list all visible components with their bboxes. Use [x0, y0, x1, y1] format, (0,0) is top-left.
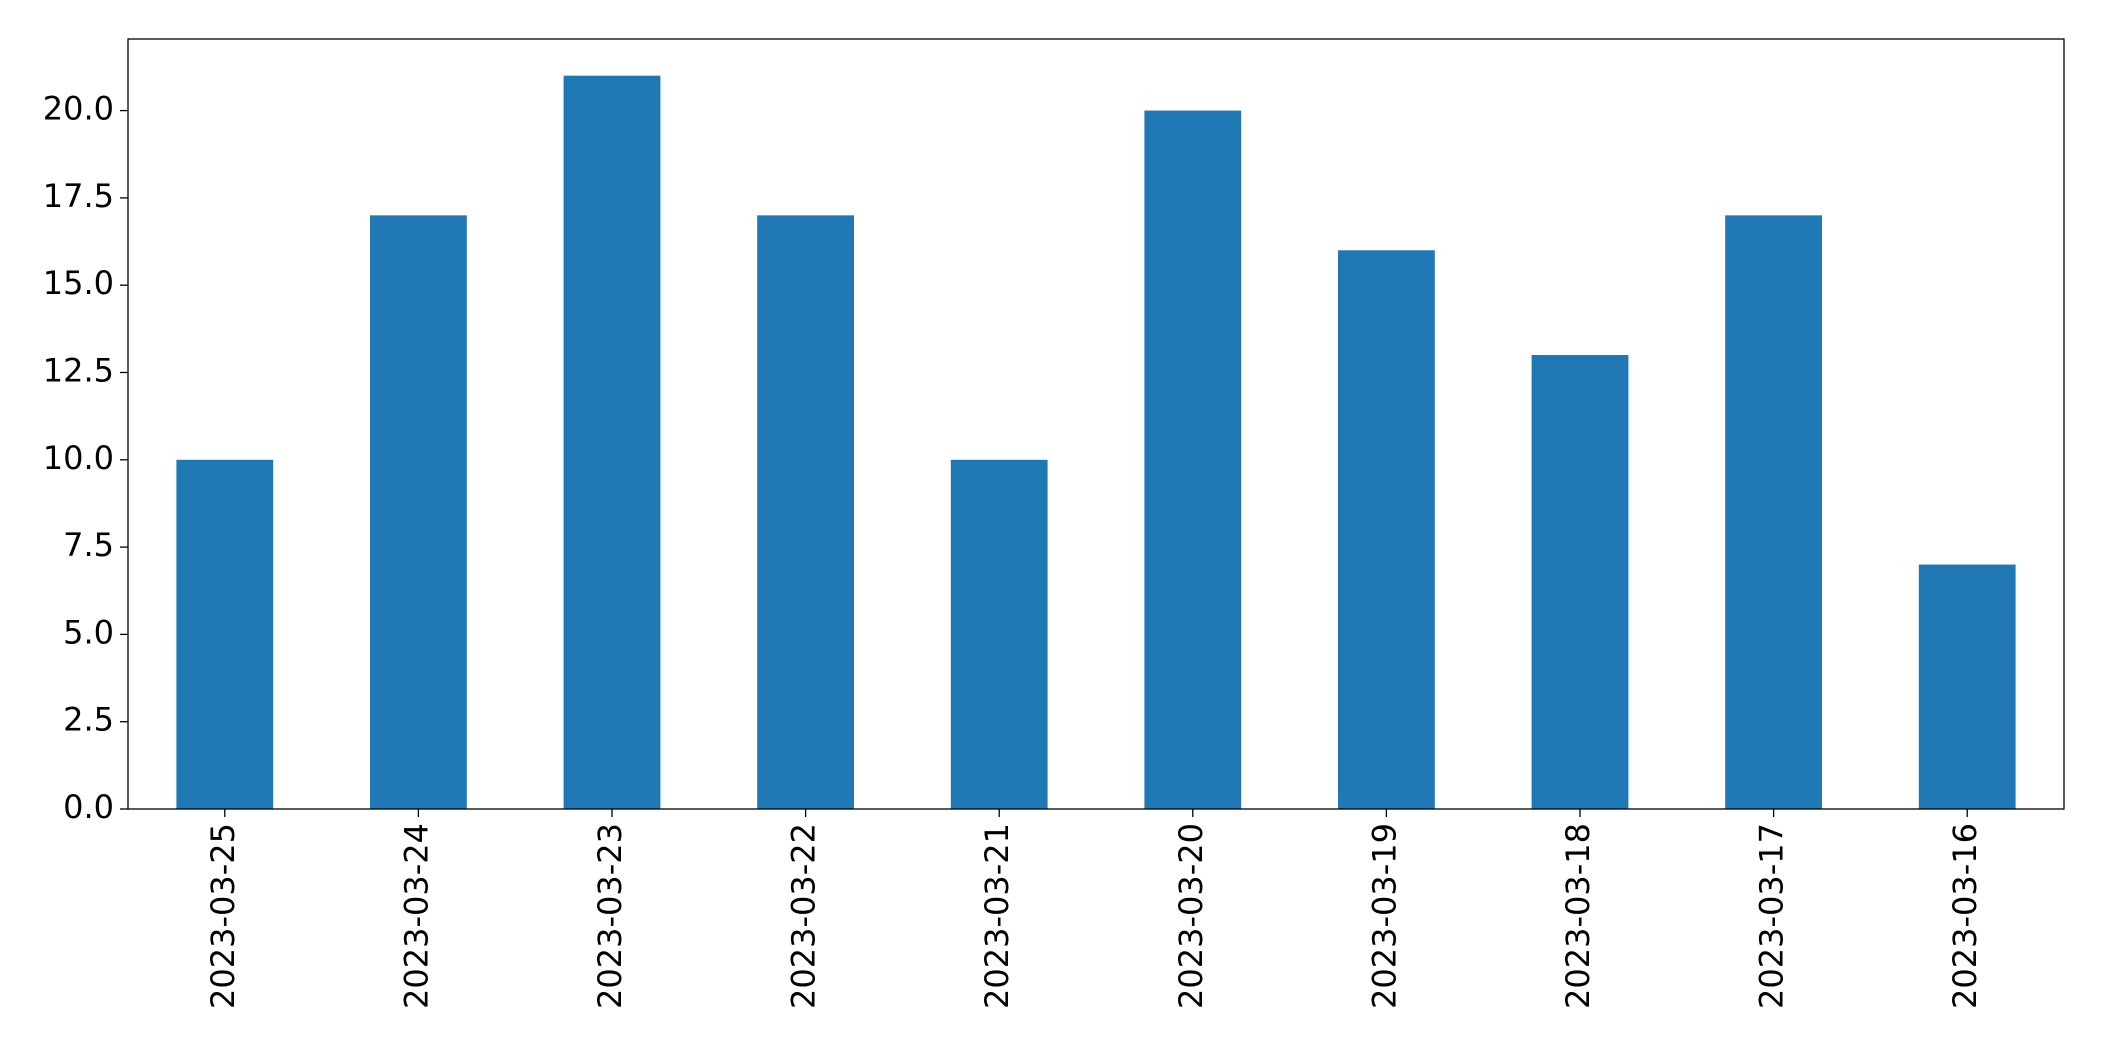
x-tick-label: 2023-03-23 — [591, 823, 629, 1009]
y-tick-label: 15.0 — [43, 264, 114, 302]
bar — [1725, 215, 1822, 809]
bar — [1144, 110, 1242, 810]
x-tick-label: 2023-03-25 — [204, 823, 242, 1009]
bar — [370, 215, 467, 809]
x-tick-label: 2023-03-16 — [1946, 823, 1984, 1009]
y-tick-label: 20.0 — [43, 90, 114, 128]
x-tick-label: 2023-03-18 — [1559, 823, 1597, 1009]
y-tick-label: 5.0 — [63, 613, 114, 651]
y-tick-label: 7.5 — [63, 526, 114, 564]
y-tick-label: 0.0 — [63, 788, 114, 826]
y-tick-label: 17.5 — [43, 177, 114, 215]
x-tick-label: 2023-03-24 — [397, 823, 435, 1009]
bar — [757, 215, 854, 809]
y-tick-label: 12.5 — [43, 351, 114, 389]
bar — [950, 459, 1048, 809]
bar — [563, 75, 661, 809]
bar — [1531, 355, 1629, 809]
bar — [176, 459, 274, 809]
plot-frame — [127, 38, 2065, 810]
bar — [1338, 250, 1435, 809]
bar — [1918, 564, 2016, 809]
x-tick-label: 2023-03-19 — [1365, 823, 1403, 1009]
x-tick-label: 2023-03-21 — [978, 823, 1016, 1009]
y-tick-label: 2.5 — [63, 701, 114, 739]
y-tick-label: 10.0 — [43, 439, 114, 477]
x-tick-label: 2023-03-17 — [1753, 823, 1791, 1009]
x-tick-label: 2023-03-22 — [785, 823, 823, 1009]
x-tick-label: 2023-03-20 — [1172, 823, 1210, 1009]
